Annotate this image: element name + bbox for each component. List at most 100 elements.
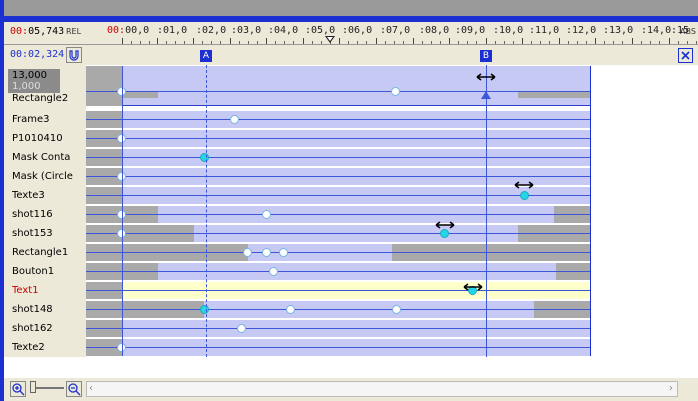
horizontal-scrollbar[interactable]: ‹ › [86, 381, 678, 397]
ruler-subtick [321, 41, 322, 44]
keyframe[interactable] [243, 248, 252, 257]
bottom-toolbar: ‹ › [4, 378, 698, 401]
keyframe[interactable] [117, 172, 126, 181]
track-label-shot148[interactable]: shot148 [12, 304, 53, 315]
track-label-texte2[interactable]: Texte2 [12, 342, 45, 353]
track-label-mask-conta[interactable]: Mask Conta [12, 152, 71, 163]
abs-toggle[interactable]: ABS [680, 27, 696, 36]
ruler-subtick [239, 41, 240, 44]
track-label-mask-circle[interactable]: Mask (Circle [12, 171, 73, 182]
ruler-subtick [622, 41, 623, 44]
keyframe-selected[interactable] [440, 229, 449, 238]
ruler-label: :05,0 [305, 25, 336, 36]
timeline-canvas[interactable] [86, 65, 698, 357]
ruler-subtick [357, 41, 358, 44]
ruler-tick [303, 38, 304, 44]
keyframe[interactable] [230, 115, 239, 124]
value-line [86, 347, 590, 348]
resize-handle-icon[interactable] [434, 215, 456, 234]
zoom-slider-track[interactable] [30, 387, 64, 389]
rel-toggle[interactable]: REL [66, 27, 82, 36]
ruler-label: :02,0 [196, 25, 227, 36]
magnet-icon [69, 50, 79, 61]
zoom-out-icon [68, 383, 81, 396]
keyframe-selected[interactable] [200, 153, 209, 162]
scroll-right-icon[interactable]: › [669, 383, 673, 394]
ruler-tick [449, 38, 450, 44]
ruler-label: :09,0 [455, 25, 486, 36]
resize-handle-icon[interactable] [513, 175, 535, 194]
zoom-in-button[interactable] [10, 381, 26, 397]
keyframe[interactable] [117, 229, 126, 238]
keyframe[interactable] [117, 134, 126, 143]
ruler-subtick [531, 41, 532, 44]
marker-a[interactable]: A [200, 50, 212, 62]
ruler-subtick [504, 41, 505, 44]
value-line [86, 138, 590, 139]
window-left-edge [0, 0, 4, 401]
track-label-frame3[interactable]: Frame3 [12, 114, 50, 125]
keyframe[interactable] [117, 343, 126, 352]
track-label-shot153[interactable]: shot153 [12, 228, 53, 239]
value-range-box: 13,000 1,000 [8, 69, 60, 93]
ruler-subtick [293, 41, 294, 44]
ruler-tick [486, 38, 487, 44]
ruler-tick [522, 38, 523, 44]
value-line [86, 119, 590, 120]
duration-display[interactable]: 00:02,324 [10, 49, 65, 60]
zoom-slider-thumb[interactable] [30, 381, 36, 393]
keyframe[interactable] [117, 87, 126, 96]
track-label-bouton1[interactable]: Bouton1 [12, 266, 55, 277]
keyframe[interactable] [392, 305, 401, 314]
track-label-rectangle1[interactable]: Rectangle1 [12, 247, 69, 258]
ruler-label: :08,0 [419, 25, 450, 36]
keyframe[interactable] [262, 210, 271, 219]
track-label-texte3[interactable]: Texte3 [12, 190, 45, 201]
ruler-subtick [131, 41, 132, 44]
track-label-text1[interactable]: Text1 [12, 285, 39, 296]
value-line [86, 328, 590, 329]
ruler-tick [632, 38, 633, 44]
track-label-shot116[interactable]: shot116 [12, 209, 53, 220]
ruler-subtick [604, 41, 605, 44]
marker-a-line [206, 65, 207, 357]
track-label-p1010410[interactable]: P1010410 [12, 133, 63, 144]
keyframe[interactable] [262, 248, 271, 257]
clip-end-line [590, 66, 591, 356]
keyframe[interactable] [237, 324, 246, 333]
ruler-label: :01,0 [157, 25, 188, 36]
keyframe-selected[interactable] [200, 305, 209, 314]
zoom-out-button[interactable] [66, 381, 82, 397]
ruler-subtick [312, 41, 313, 44]
keyframe[interactable] [286, 305, 295, 314]
ruler-subtick [257, 41, 258, 44]
ruler-label: :15 [671, 25, 690, 36]
resize-handle-icon[interactable] [475, 67, 497, 86]
keyframe[interactable] [391, 87, 400, 96]
ruler-subtick [549, 41, 550, 44]
ruler-subtick [540, 41, 541, 44]
ruler-label: :04,0 [268, 25, 299, 36]
track-label-rectangle2[interactable]: Rectangle2 [12, 93, 69, 104]
scroll-left-icon[interactable]: ‹ [89, 383, 93, 394]
keyframe[interactable] [269, 267, 278, 276]
magnet-snap-button[interactable] [66, 47, 82, 63]
ruler-subtick [458, 41, 459, 44]
keyframe-selected[interactable] [520, 191, 529, 200]
ruler-tick [157, 38, 158, 44]
timeline-header: 00:05,743 REL ABS [4, 22, 698, 45]
track-segment[interactable] [122, 66, 590, 106]
ruler-subtick [641, 41, 642, 44]
close-button[interactable] [678, 48, 693, 63]
resize-handle-icon[interactable] [462, 277, 484, 296]
current-time-display[interactable]: 00:05,743 [10, 26, 64, 37]
window-title-bar [0, 0, 698, 16]
keyframe[interactable] [117, 210, 126, 219]
ruler-subtick [220, 41, 221, 44]
ruler-subtick [149, 41, 150, 44]
time-ruler[interactable]: 00:00,0:01,0:02,0:03,0:04,0:05,0:06,0:07… [86, 22, 697, 44]
value-line [86, 290, 590, 291]
marker-b[interactable]: B [480, 50, 492, 62]
track-label-shot162[interactable]: shot162 [12, 323, 53, 334]
keyframe[interactable] [279, 248, 288, 257]
